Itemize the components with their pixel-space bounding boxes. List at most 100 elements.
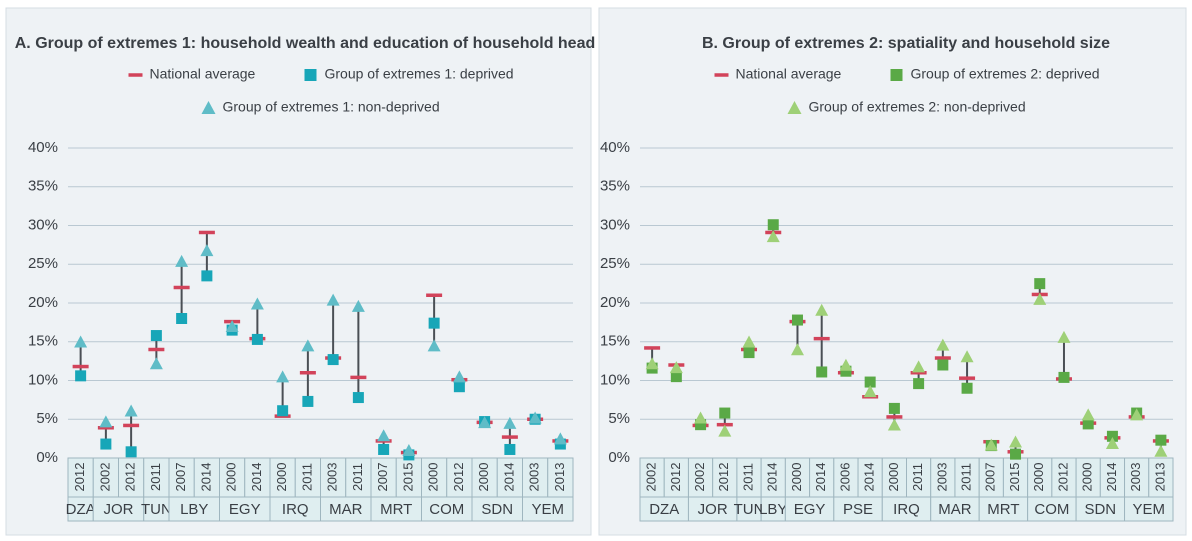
year-cell <box>269 457 296 498</box>
y-tick-label: 5% <box>36 410 58 427</box>
y-tick-label: 0% <box>608 449 630 466</box>
country-label: DZA <box>649 501 679 518</box>
y-tick-label: 20% <box>600 294 630 311</box>
country-label: MRT <box>380 501 412 518</box>
country-label: YEM <box>531 501 564 518</box>
year-cell <box>345 457 372 498</box>
non-deprived-mark <box>960 350 974 363</box>
year-cell <box>881 457 907 498</box>
deprived-mark <box>888 402 900 414</box>
deprived-mark <box>913 378 925 390</box>
deprived-mark <box>352 392 364 404</box>
year-cell <box>1075 457 1101 498</box>
non-deprived-mark <box>200 244 214 257</box>
year-label: 2000 <box>274 463 289 492</box>
year-label: 2013 <box>1152 463 1167 492</box>
country-cell <box>736 496 762 522</box>
country-cell <box>687 496 738 522</box>
country-label: EGY <box>229 501 261 518</box>
deprived-mark <box>302 395 314 407</box>
y-tick-label: 10% <box>28 371 58 388</box>
year-label: 2000 <box>1031 463 1046 492</box>
legend-label: Group of extremes 1: deprived <box>325 66 514 82</box>
year-label: 2006 <box>837 463 852 492</box>
year-label: 2011 <box>740 463 755 491</box>
country-cell <box>1124 496 1174 522</box>
year-cell <box>193 457 220 498</box>
national-average-mark <box>173 285 190 290</box>
country-cell <box>320 496 372 522</box>
deprived-mark <box>791 314 803 326</box>
non-deprived-mark <box>1057 330 1071 343</box>
national-average-mark <box>426 293 443 297</box>
year-label: 2011 <box>299 463 314 491</box>
national-average-mark <box>910 371 927 375</box>
non-deprived-mark <box>503 416 517 429</box>
deprived-mark <box>743 347 755 359</box>
country-label: PSE <box>843 501 873 518</box>
country-cell <box>760 496 786 522</box>
year-label: 2007 <box>375 463 390 492</box>
year-label: 2000 <box>476 463 491 492</box>
national-average-mark <box>198 230 215 235</box>
deprived-mark <box>719 407 731 419</box>
year-label: 2014 <box>765 463 780 492</box>
year-label: 2014 <box>1104 463 1119 492</box>
year-label: 2012 <box>1055 463 1070 492</box>
non-deprived-mark <box>936 338 950 351</box>
y-tick-label: 0% <box>36 449 58 466</box>
deprived-mark <box>75 370 87 382</box>
non-deprived-mark <box>301 339 315 352</box>
national-average-mark <box>934 356 951 360</box>
year-label: 2011 <box>148 463 163 491</box>
country-label: LBY <box>180 501 208 518</box>
year-label: 2014 <box>501 463 516 492</box>
year-label: 2002 <box>692 463 707 492</box>
country-cell <box>784 496 835 522</box>
year-label: 2011 <box>959 463 974 491</box>
non-deprived-mark <box>766 230 780 243</box>
year-cell <box>760 457 786 498</box>
country-label: JOR <box>104 501 134 518</box>
year-label: 2002 <box>97 463 112 492</box>
chart-title: B. Group of extremes 2: spatiality and h… <box>702 35 1110 52</box>
year-cell <box>906 457 932 498</box>
country-cell <box>168 496 220 522</box>
country-label: EGY <box>794 501 826 518</box>
country-label: MRT <box>987 501 1019 518</box>
deprived-mark <box>1058 371 1070 383</box>
country-label: LBY <box>759 501 787 518</box>
year-label: 2007 <box>173 463 188 492</box>
national-average-mark <box>501 435 518 439</box>
year-label: 2015 <box>400 463 415 492</box>
country-label: MAR <box>938 501 972 518</box>
deprived-mark <box>1034 278 1046 290</box>
y-tick-label: 35% <box>600 178 630 195</box>
year-cell <box>118 457 145 498</box>
deprived-mark <box>767 219 779 231</box>
country-cell <box>639 496 689 522</box>
y-tick-label: 25% <box>28 255 58 272</box>
year-label: 2000 <box>426 463 441 492</box>
non-deprived-mark <box>815 303 829 316</box>
non-deprived-mark <box>742 335 756 348</box>
non-deprived-mark <box>452 370 466 383</box>
non-deprived-mark <box>1154 444 1168 457</box>
national-average-mark <box>959 376 976 380</box>
legend-symbol <box>714 73 729 77</box>
non-deprived-mark <box>912 360 926 373</box>
national-average-mark <box>813 336 830 341</box>
year-label: 2002 <box>644 463 659 492</box>
non-deprived-mark <box>1033 292 1047 305</box>
y-tick-label: 35% <box>28 178 58 195</box>
country-label: IRQ <box>893 501 920 518</box>
deprived-mark <box>840 365 852 377</box>
non-deprived-mark <box>99 415 113 428</box>
y-tick-label: 25% <box>600 255 630 272</box>
country-label: COM <box>429 501 464 518</box>
year-cell <box>294 457 321 498</box>
deprived-mark <box>125 446 137 458</box>
year-label: 2014 <box>862 463 877 492</box>
non-deprived-mark <box>790 343 804 356</box>
deprived-mark <box>327 354 339 366</box>
